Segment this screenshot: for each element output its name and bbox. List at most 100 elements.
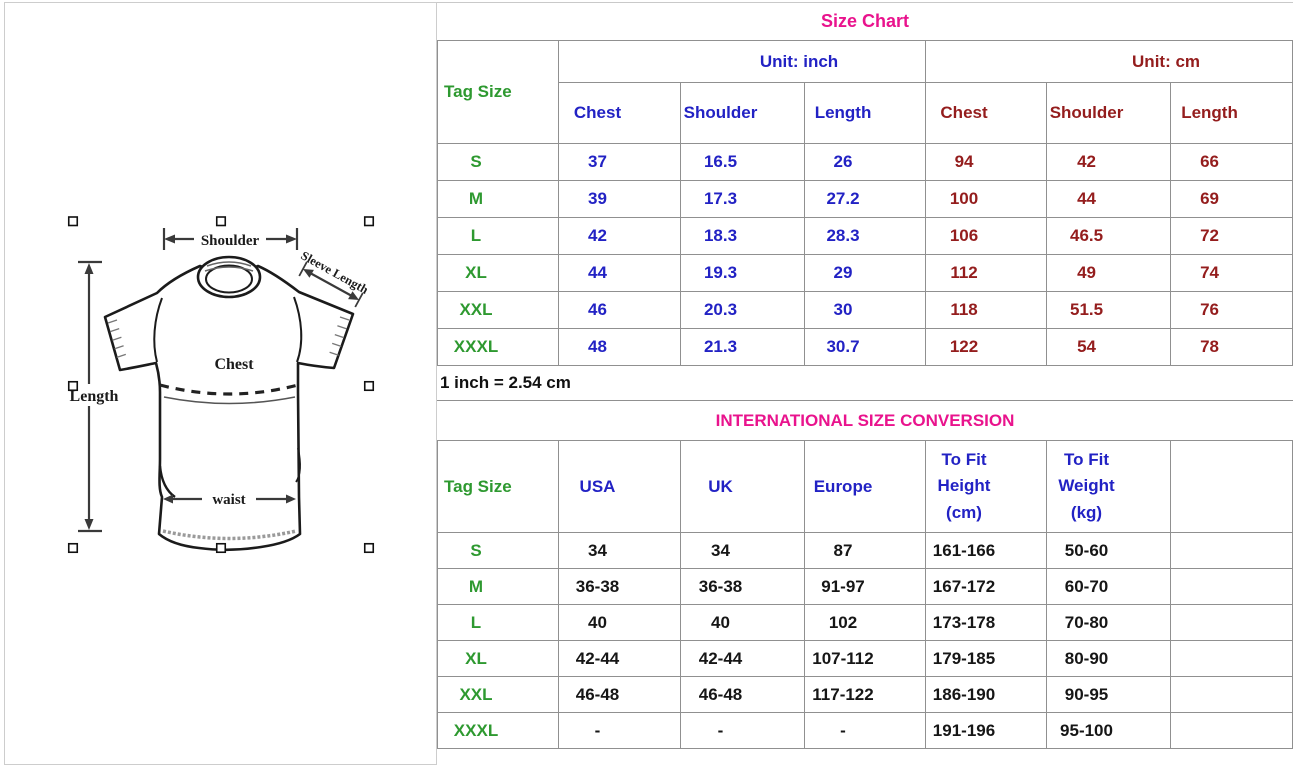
waist-measure: waist [163,488,296,508]
value-cell: 173-178 [925,604,1047,641]
cuff-ribbing [107,316,350,359]
value-cell: 20.3 [680,291,805,329]
tag-cell: L [437,217,559,255]
value-cell: 106 [925,217,1048,255]
table-row: S 34 34 87 161-166 50-60 [437,532,1293,569]
value-cell: 87 [804,532,926,569]
tag-cell: S [437,532,559,569]
empty-cell [1170,712,1293,749]
value-cell: - [680,712,805,749]
value-cell: 30.7 [803,328,927,366]
value-cell: 118 [925,291,1048,329]
value-cell: - [558,712,681,749]
tag-cell: XL [437,640,559,677]
value-cell: 39 [558,180,681,218]
value-cell: 21.3 [680,328,805,366]
table-row: XXXL - - - 191-196 95-100 [437,712,1293,749]
value-cell: 46 [558,291,681,329]
conversion-header-row: Tag Size USA UK Europe To Fit Height (cm… [437,440,1293,533]
selection-handle [363,216,375,227]
value-cell: 42 [1046,143,1172,181]
value-cell: 34 [680,532,805,569]
tag-cell: XXXL [437,328,559,366]
empty-cell [1170,532,1293,569]
table-row: XXL 46-48 46-48 117-122 186-190 90-95 [437,676,1293,713]
value-cell: - [804,712,926,749]
column-header: Shoulder [680,82,805,144]
column-header: Length [1170,82,1294,144]
table-row: XL 42-44 42-44 107-112 179-185 80-90 [437,640,1293,677]
value-cell: 16.5 [680,143,805,181]
conversion-title: INTERNATIONAL SIZE CONVERSION [715,411,1015,430]
value-cell: 54 [1046,328,1172,366]
value-cell: 40 [680,604,805,641]
table-row: S 37 16.5 26 94 42 66 [437,143,1294,181]
table-row: L 40 40 102 173-178 70-80 [437,604,1293,641]
value-cell: 95-100 [1046,712,1171,749]
selection-handle [67,380,79,392]
hem-texture [162,529,297,541]
value-cell: 74 [1170,254,1294,292]
column-header: To Fit Height (cm) [925,440,1047,533]
value-cell: 191-196 [925,712,1047,749]
chest-dashed-line [159,383,299,396]
value-cell: 30 [803,291,927,329]
value-cell: 36-38 [558,568,681,605]
column-header: Shoulder [1046,82,1172,144]
value-cell: 69 [1170,180,1294,218]
value-cell: 50-60 [1046,532,1171,569]
value-cell: 42 [558,217,681,255]
column-header-row: Chest Shoulder Length Chest Shoulder Len… [438,82,1294,144]
value-cell: 102 [804,604,926,641]
tag-cell: S [437,143,559,181]
tag-cell: XXL [437,676,559,713]
value-cell: 161-166 [925,532,1047,569]
value-cell: 112 [925,254,1048,292]
tables-section: Size Chart Tag Size Unit: inch Unit: cm … [437,2,1294,749]
value-cell: 40 [558,604,681,641]
value-cell: 36-38 [680,568,805,605]
length-measure: Length [62,260,126,533]
diagram-panel: Shoulder Sleeve Length Chest L [4,2,437,765]
tag-size-header: Tag Size [437,440,559,533]
tag-cell: XL [437,254,559,292]
value-cell: 60-70 [1046,568,1171,605]
value-cell: 186-190 [925,676,1047,713]
value-cell: 117-122 [804,676,926,713]
value-cell: 49 [1046,254,1172,292]
table-row: XXXL 48 21.3 30.7 122 54 78 [437,328,1294,366]
tag-cell: XXXL [437,712,559,749]
size-chart-table: Tag Size Unit: inch Unit: cm Chest Shoul… [437,40,1294,366]
tshirt-outline [103,264,355,552]
table-row: XL 44 19.3 29 112 49 74 [437,254,1294,292]
value-cell: 46-48 [680,676,805,713]
selection-handle [363,542,375,554]
unit-inch-header: Unit: inch [557,40,927,83]
empty-header [1170,440,1293,533]
value-cell: 51.5 [1046,291,1172,329]
value-cell: 42-44 [558,640,681,677]
value-cell: 91-97 [804,568,926,605]
tshirt-diagram: Shoulder Sleeve Length Chest L [62,216,375,554]
tag-cell: XXL [437,291,559,329]
chest-label: Chest [214,356,254,373]
value-cell: 122 [925,328,1048,366]
value-cell: 42-44 [680,640,805,677]
column-header: USA [558,440,681,533]
value-cell: 94 [925,143,1048,181]
column-header: Length [803,82,927,144]
value-cell: 18.3 [680,217,805,255]
value-cell: 44 [558,254,681,292]
shoulder-label: Shoulder [201,233,260,249]
value-cell: 107-112 [804,640,926,677]
value-cell: 46.5 [1046,217,1172,255]
selection-handle [215,216,227,227]
waist-label: waist [212,492,245,508]
value-cell: 100 [925,180,1048,218]
empty-cell [1170,640,1293,677]
value-cell: 17.3 [680,180,805,218]
table-row: M 39 17.3 27.2 100 44 69 [437,180,1294,218]
value-cell: 46-48 [558,676,681,713]
empty-cell [1170,604,1293,641]
shoulder-measure: Shoulder [162,228,299,250]
